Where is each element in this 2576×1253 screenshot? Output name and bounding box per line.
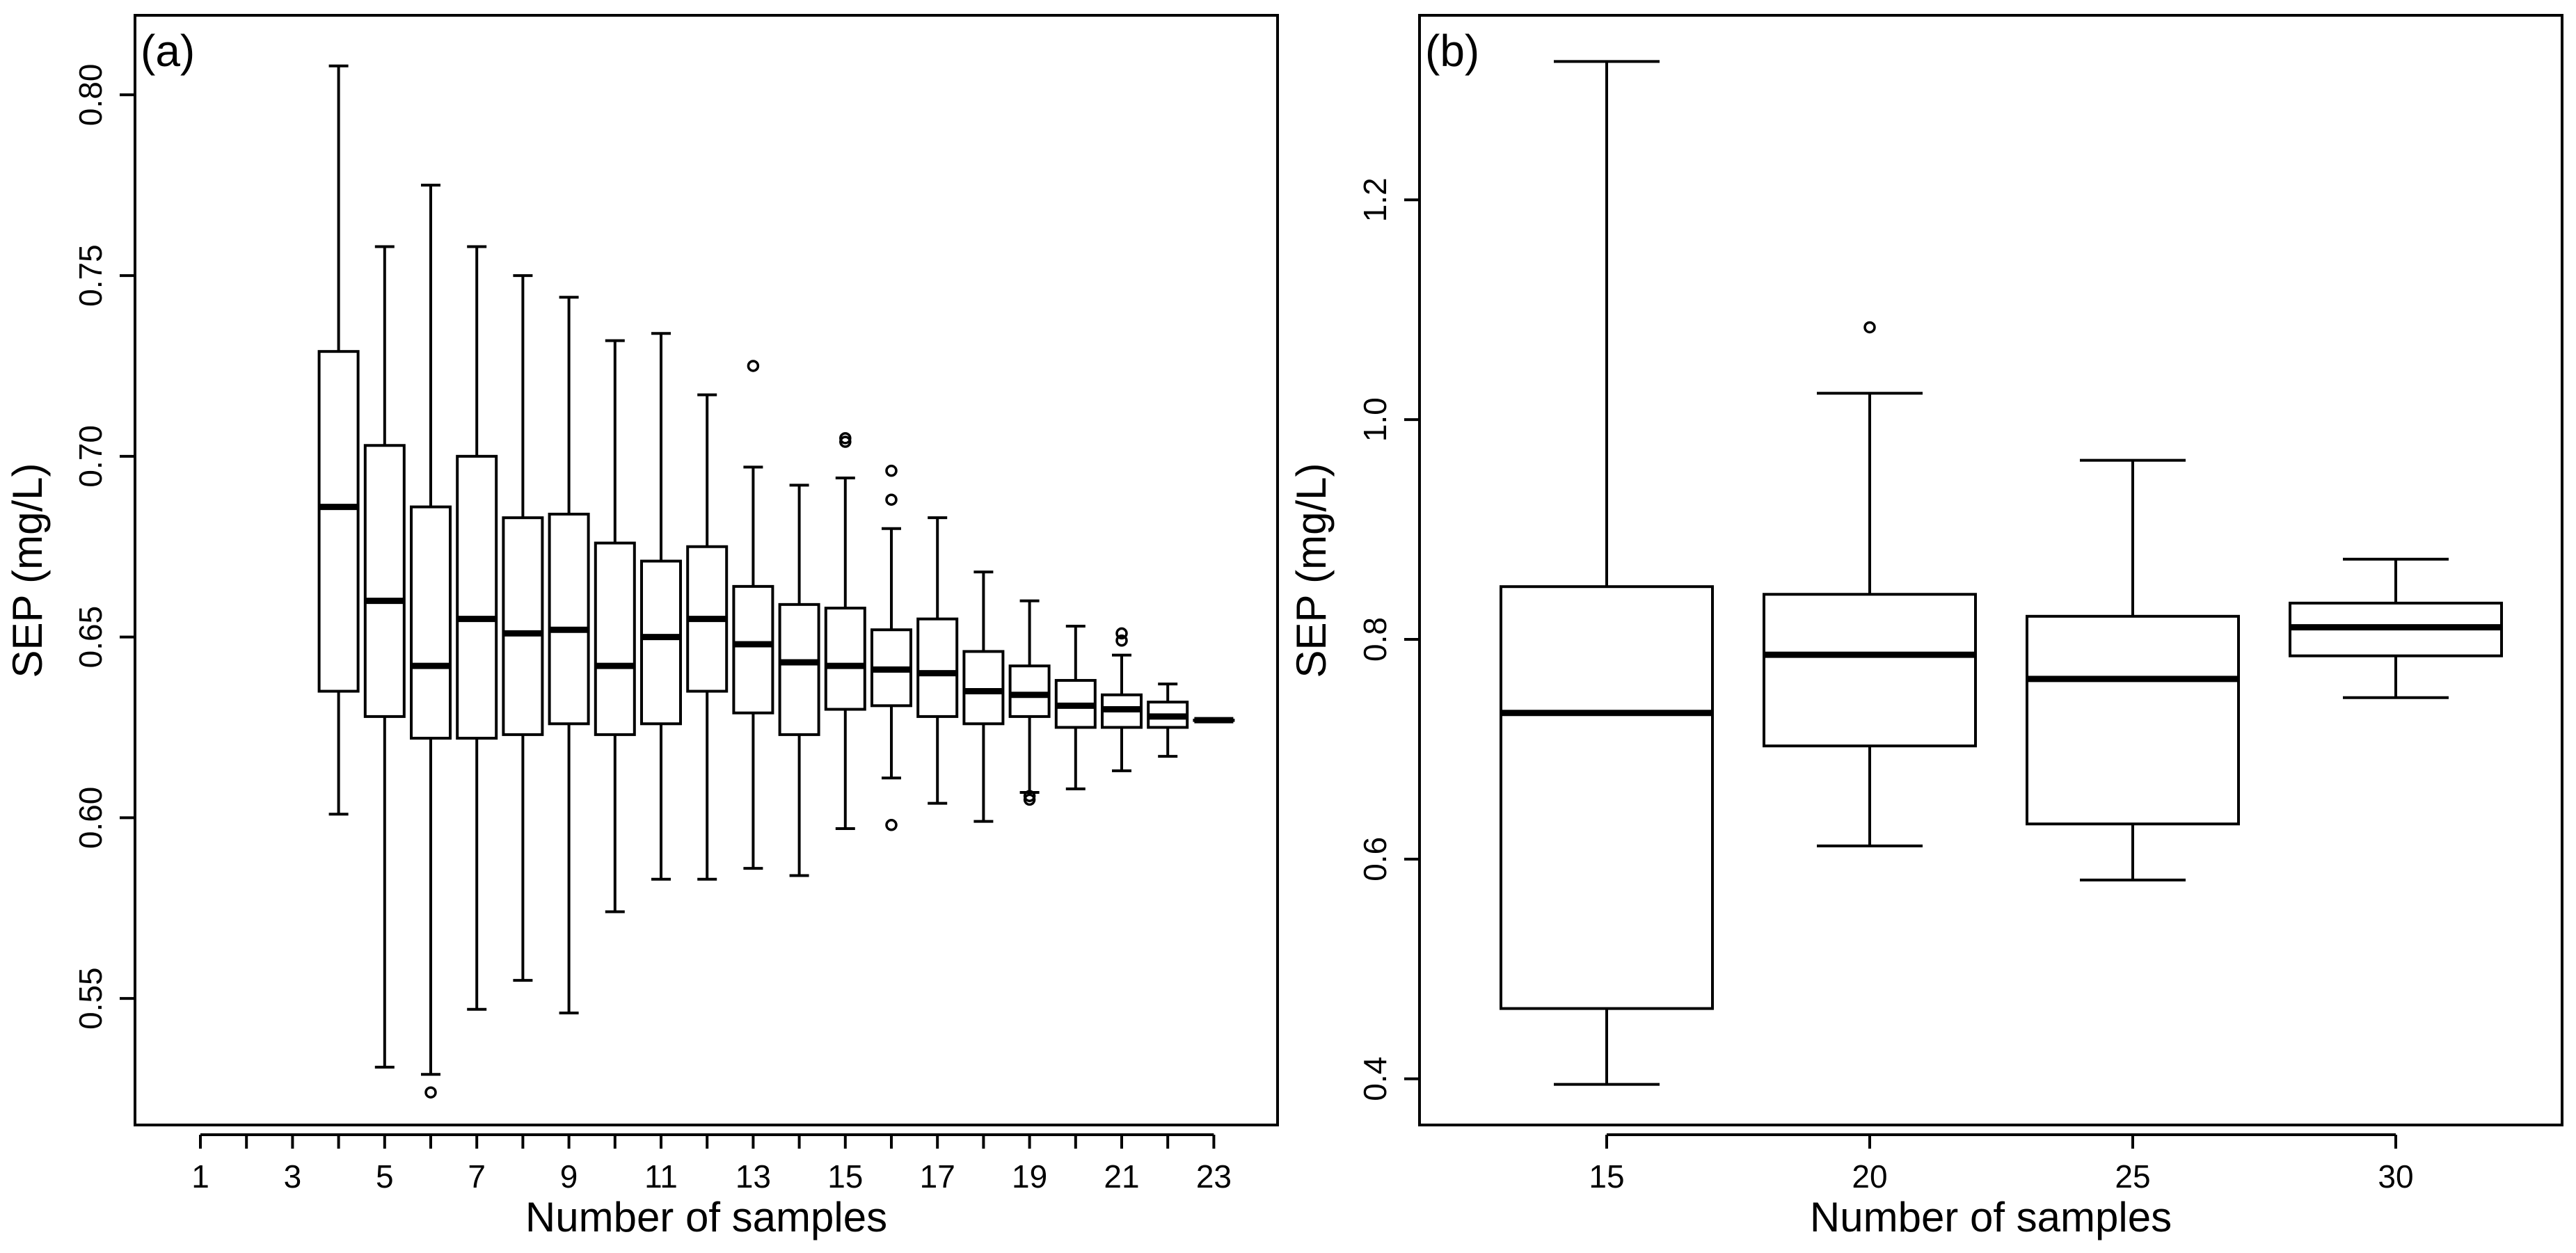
panel-a-x-axis: 1 3 5 7 9 11 13 15 17 19 21 23 [191, 1133, 1232, 1195]
b-ytick-label: 1.2 [1357, 177, 1393, 222]
a-ytick-label: 0.55 [72, 967, 109, 1030]
a-ytick-label: 0.60 [72, 787, 109, 849]
iqr-box [363, 444, 406, 718]
outlier-point [424, 1086, 437, 1099]
b-boxplot [2026, 458, 2240, 881]
iqr-box [1008, 664, 1051, 718]
a-boxplot [456, 245, 498, 1011]
a-boxplot [1054, 625, 1097, 790]
iqr-box [1500, 585, 1714, 1010]
panel-a-boxes [317, 64, 1235, 1099]
panel-a-y-label: SEP (mg/L) [4, 463, 51, 678]
panel-b-frame [1418, 14, 2563, 1126]
iqr-box [640, 559, 682, 726]
iqr-box [2026, 614, 2240, 826]
panel-b-x-label: Number of samples [1810, 1194, 2172, 1240]
outlier-point [1115, 635, 1128, 647]
a-xtick-label: 11 [644, 1158, 678, 1195]
iqr-box [916, 617, 959, 718]
iqr-box [778, 602, 820, 736]
a-ytick-label: 0.75 [72, 244, 109, 307]
panel-a-y-axis: 0.55 0.60 0.65 0.70 0.75 0.80 [72, 64, 135, 1030]
panel-b-y-axis: 0.4 0.6 0.8 1.0 1.2 [1357, 177, 1420, 1101]
a-xtick-label: 7 [468, 1158, 486, 1195]
a-boxplot [1193, 717, 1235, 724]
outlier-point [747, 360, 760, 372]
iqr-box [1763, 593, 1977, 748]
a-boxplot [548, 296, 590, 1014]
a-boxplot [363, 245, 406, 1069]
outlier-point [1863, 321, 1876, 334]
b-xtick-label: 25 [2115, 1158, 2150, 1195]
b-boxplot [1763, 321, 1977, 847]
iqr-box [594, 541, 636, 736]
a-boxplot [732, 360, 774, 870]
b-ytick-label: 0.6 [1357, 837, 1393, 881]
iqr-box [502, 516, 544, 736]
iqr-box [824, 607, 866, 711]
a-boxplot [317, 64, 360, 816]
a-boxplot [778, 484, 820, 877]
a-ytick-label: 0.70 [72, 425, 109, 488]
b-ytick-label: 0.8 [1357, 617, 1393, 662]
a-xtick-label: 5 [376, 1158, 394, 1195]
a-boxplot [916, 516, 959, 805]
outlier-point [885, 464, 898, 477]
panel-b-y-label: SEP (mg/L) [1288, 463, 1335, 678]
a-xtick-label: 19 [1012, 1158, 1047, 1195]
panel-b: (b) 0.4 0.6 0.8 1.0 1.2 15 20 25 30 Number of s… [1288, 14, 2563, 1240]
b-xtick-label: 20 [1852, 1158, 1887, 1195]
outlier-point [839, 432, 852, 445]
b-xtick-label: 15 [1589, 1158, 1624, 1195]
a-boxplot [870, 464, 912, 831]
b-boxplot [1500, 60, 1714, 1086]
a-xtick-label: 15 [827, 1158, 863, 1195]
a-boxplot [962, 570, 1005, 823]
outlier-point [1023, 793, 1036, 806]
iqr-box [317, 350, 360, 693]
b-xtick-label: 30 [2378, 1158, 2413, 1195]
a-xtick-label: 17 [920, 1158, 955, 1195]
panel-b-boxes [1500, 60, 2503, 1086]
a-xtick-label: 1 [191, 1158, 209, 1195]
b-boxplot [2289, 557, 2503, 699]
panel-a-x-label: Number of samples [525, 1194, 887, 1240]
panel-a-tag: (a) [141, 26, 195, 76]
iqr-box [410, 505, 452, 740]
iqr-box [456, 454, 498, 740]
panel-a-frame [134, 14, 1279, 1126]
outlier-point [885, 493, 898, 506]
a-xtick-label: 9 [560, 1158, 578, 1195]
panel-b-x-axis: 15 20 25 30 [1589, 1133, 2414, 1195]
a-boxplot [1147, 683, 1189, 758]
a-xtick-label: 3 [284, 1158, 302, 1195]
panel-a: (a) 0.550.600.650.700.750.80 1 3 5 7 9 11 13 15… [4, 14, 1279, 1240]
outlier-point [1115, 627, 1128, 640]
a-boxplot [1101, 627, 1143, 772]
panel-b-tag: (b) [1425, 26, 1479, 76]
a-ytick-label: 0.65 [72, 606, 109, 669]
iqr-box [732, 584, 774, 715]
b-ytick-label: 0.4 [1357, 1057, 1393, 1101]
a-boxplot [410, 184, 452, 1099]
a-boxplot [1008, 599, 1051, 806]
a-boxplot [594, 339, 636, 913]
a-boxplot [640, 332, 682, 881]
b-ytick-label: 1.0 [1357, 397, 1393, 442]
a-ytick-label: 0.80 [72, 64, 109, 127]
iqr-box [962, 650, 1005, 726]
outlier-point [885, 819, 898, 831]
a-boxplot [686, 393, 729, 881]
a-xtick-label: 23 [1196, 1158, 1232, 1195]
iqr-box [548, 512, 590, 726]
a-xtick-label: 13 [736, 1158, 771, 1195]
a-boxplot [824, 432, 866, 830]
a-xtick-label: 21 [1104, 1158, 1139, 1195]
a-boxplot [502, 274, 544, 982]
